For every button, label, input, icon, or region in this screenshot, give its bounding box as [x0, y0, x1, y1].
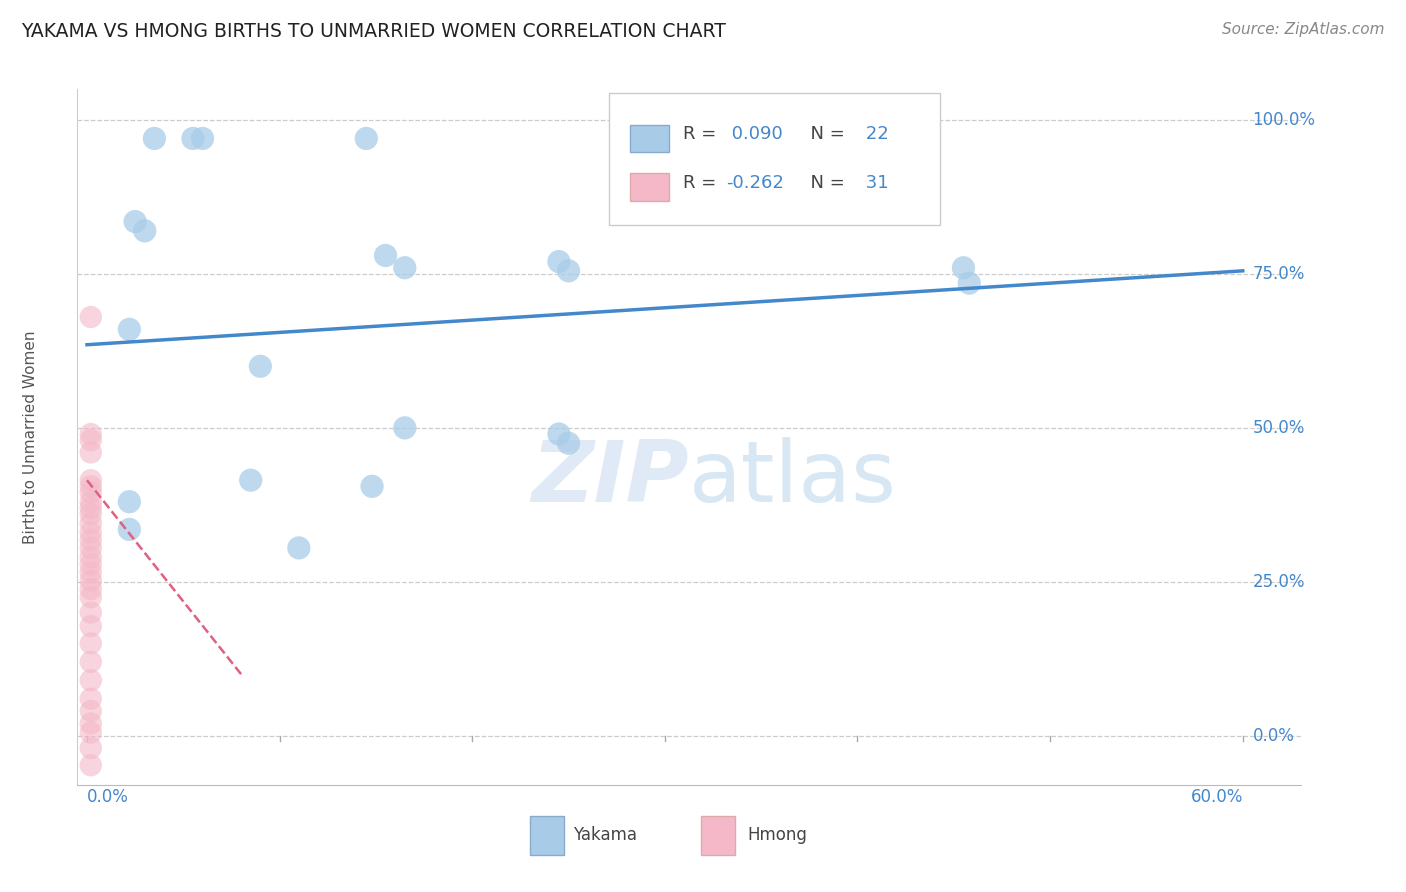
Point	[80, 619, 103, 633]
Point	[288, 541, 311, 555]
Point	[143, 131, 166, 145]
Text: 60.0%: 60.0%	[1191, 788, 1243, 806]
Text: 50.0%: 50.0%	[1253, 419, 1305, 437]
Point	[80, 691, 103, 706]
Point	[548, 254, 571, 268]
Point	[124, 214, 146, 228]
Point	[191, 131, 214, 145]
Point	[80, 741, 103, 756]
Point	[557, 264, 579, 278]
FancyBboxPatch shape	[609, 93, 939, 225]
Point	[80, 636, 103, 650]
Point	[134, 224, 156, 238]
Point	[118, 322, 141, 336]
Text: 100.0%: 100.0%	[1253, 111, 1316, 129]
Point	[80, 516, 103, 531]
Point	[80, 758, 103, 772]
Text: 0.0%: 0.0%	[87, 788, 129, 806]
FancyBboxPatch shape	[630, 173, 669, 201]
Point	[80, 673, 103, 688]
Point	[80, 716, 103, 731]
Text: 0.0%: 0.0%	[1253, 727, 1295, 745]
Point	[80, 500, 103, 515]
FancyBboxPatch shape	[702, 816, 735, 855]
Point	[80, 433, 103, 447]
Point	[394, 260, 416, 275]
Point	[80, 550, 103, 565]
Text: -0.262: -0.262	[725, 174, 783, 192]
Point	[80, 655, 103, 669]
Point	[80, 445, 103, 459]
Point	[80, 485, 103, 500]
Text: 75.0%: 75.0%	[1253, 265, 1305, 283]
Point	[80, 725, 103, 739]
Point	[957, 276, 980, 290]
Point	[181, 131, 204, 145]
Point	[356, 131, 378, 145]
Text: Source: ZipAtlas.com: Source: ZipAtlas.com	[1222, 22, 1385, 37]
Point	[952, 260, 974, 275]
Point	[118, 494, 141, 508]
Point	[80, 507, 103, 521]
Point	[80, 590, 103, 604]
Text: YAKAMA VS HMONG BIRTHS TO UNMARRIED WOMEN CORRELATION CHART: YAKAMA VS HMONG BIRTHS TO UNMARRIED WOME…	[21, 22, 725, 41]
Text: 31: 31	[860, 174, 889, 192]
Point	[80, 541, 103, 555]
Point	[361, 479, 384, 493]
Text: 25.0%: 25.0%	[1253, 573, 1305, 591]
Point	[80, 582, 103, 596]
Point	[80, 558, 103, 572]
Text: 22: 22	[860, 126, 889, 144]
Point	[80, 427, 103, 442]
Text: Hmong: Hmong	[748, 826, 807, 844]
Point	[80, 525, 103, 540]
Point	[80, 566, 103, 580]
Point	[80, 494, 103, 508]
Point	[80, 606, 103, 620]
Text: Yakama: Yakama	[572, 826, 637, 844]
Text: atlas: atlas	[689, 437, 897, 520]
Text: 0.090: 0.090	[725, 126, 782, 144]
Point	[249, 359, 271, 374]
Text: N =: N =	[799, 126, 845, 144]
Point	[80, 310, 103, 324]
Point	[80, 574, 103, 588]
FancyBboxPatch shape	[630, 125, 669, 152]
Point	[394, 421, 416, 435]
Point	[80, 473, 103, 487]
Text: N =: N =	[799, 174, 845, 192]
Point	[548, 427, 571, 442]
Point	[118, 523, 141, 537]
Point	[557, 436, 579, 450]
Point	[80, 479, 103, 493]
Text: ZIP: ZIP	[531, 437, 689, 520]
Point	[374, 248, 396, 262]
Text: R =: R =	[683, 126, 716, 144]
Text: R =: R =	[683, 174, 716, 192]
FancyBboxPatch shape	[530, 816, 564, 855]
Point	[80, 533, 103, 547]
Point	[239, 473, 262, 487]
Point	[80, 704, 103, 718]
Text: Births to Unmarried Women: Births to Unmarried Women	[24, 330, 38, 544]
